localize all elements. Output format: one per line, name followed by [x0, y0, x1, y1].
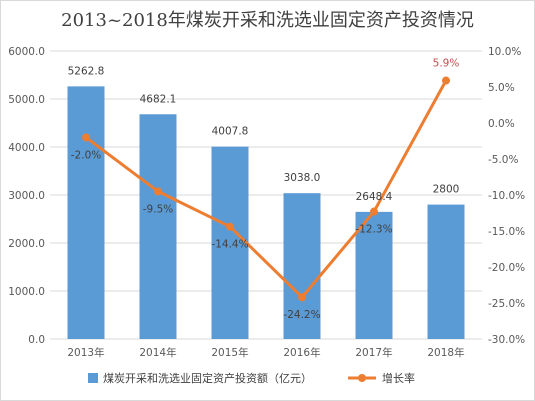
bar [67, 86, 105, 340]
growth-rate-point [226, 222, 234, 231]
bar-value-label: 2648.4 [356, 191, 393, 203]
x-tick-label: 2013年 [67, 346, 104, 359]
y-left-tick-label: 4000.0 [8, 142, 45, 154]
line-series [82, 76, 450, 302]
y-left-tick-label: 0.0 [28, 334, 45, 346]
y-right-tick-label: -25.0% [488, 298, 525, 310]
legend-marker-growth-rate [358, 374, 366, 382]
y-right-tick-label: -30.0% [488, 334, 525, 346]
growth-rate-label: -2.0% [71, 149, 101, 161]
chart-title: 2013~2018年煤炭开采和洗选业固定资产投资情况 [61, 10, 474, 31]
bar [211, 146, 249, 339]
x-tick-label: 2016年 [283, 346, 320, 359]
bar [283, 193, 321, 339]
y-right-tick-label: -10.0% [488, 190, 525, 202]
data-labels: 5262.8 4682.1 4007.8 3038.0 2648.4 2800 -2.0% -… [68, 58, 460, 322]
growth-rate-point [370, 207, 378, 216]
bar-value-label: 2800 [433, 184, 460, 196]
x-tick-label: 2014年 [139, 346, 176, 359]
y-right-tick-label: 5.0% [488, 82, 515, 94]
y-left-tick-label: 1000.0 [8, 286, 45, 298]
bar-value-label: 5262.8 [68, 65, 105, 77]
legend: 煤炭开采和洗选业固定资产投资额（亿元） 增长率 [88, 371, 415, 385]
y-left-tick-label: 3000.0 [8, 190, 45, 202]
legend-label-investment: 煤炭开采和洗选业固定资产投资额（亿元） [103, 371, 312, 385]
growth-rate-line [85, 79, 448, 299]
bar [139, 114, 177, 339]
axis-labels: 0.0 1000.0 2000.0 3000.0 4000.0 5000.0 6000.0 -… [8, 46, 525, 359]
growth-rate-label: -12.3% [355, 224, 392, 236]
y-left-tick-label: 2000.0 [8, 238, 45, 250]
y-right-tick-label: -20.0% [488, 262, 525, 274]
y-right-tick-label: 0.0% [488, 118, 515, 130]
bar-series [67, 86, 465, 340]
bar-value-label: 4682.1 [140, 93, 177, 105]
growth-rate-point [154, 187, 162, 196]
growth-rate-point [442, 76, 450, 85]
x-tick-label: 2018年 [427, 346, 464, 359]
y-right-tick-label: 10.0% [488, 46, 521, 58]
y-right-tick-label: -15.0% [488, 226, 525, 238]
bar [427, 204, 465, 339]
y-right-tick-label: -5.0% [488, 154, 518, 166]
bar-value-label: 3038.0 [284, 172, 321, 184]
growth-rate-point [82, 133, 90, 142]
bar-value-label: 4007.8 [212, 126, 249, 138]
growth-rate-label: 5.9% [433, 58, 460, 70]
legend-swatch-investment [88, 373, 98, 383]
gridlines [50, 50, 482, 340]
y-left-tick-label: 5000.0 [8, 94, 45, 106]
y-left-tick-label: 6000.0 [8, 46, 45, 58]
bar [355, 211, 393, 339]
x-tick-label: 2015年 [211, 346, 248, 359]
x-tick-label: 2017年 [355, 346, 392, 359]
growth-rate-label: -14.4% [211, 239, 248, 251]
growth-rate-label: -24.2% [283, 309, 320, 321]
growth-rate-label: -9.5% [143, 203, 173, 215]
growth-rate-point [298, 293, 306, 302]
legend-label-growth-rate: 增长率 [382, 371, 415, 385]
